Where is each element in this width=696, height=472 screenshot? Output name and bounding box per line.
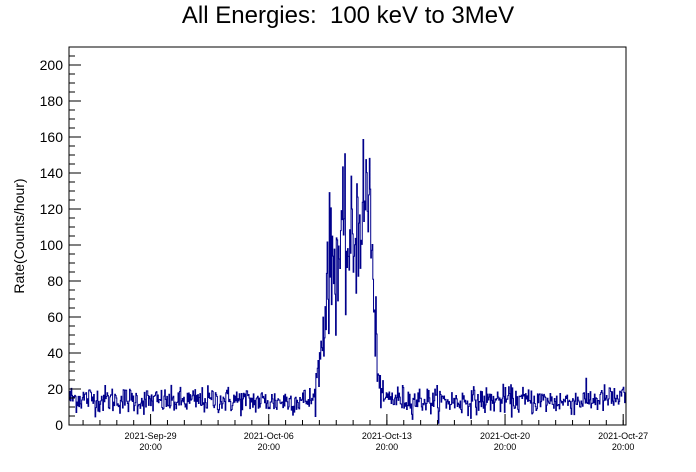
- y-tick-label: 140: [40, 165, 64, 181]
- y-axis: 0 20 40 60 80 100 120 140 160 180 200: [40, 46, 81, 433]
- x-tick-date-label: 2021-Oct-20: [480, 431, 530, 441]
- x-tick-time-label: 20:00: [494, 442, 517, 452]
- y-tick-label: 100: [40, 237, 64, 253]
- x-tick-date-label: 2021-Oct-27: [598, 431, 648, 441]
- x-tick-time-label: 20:00: [376, 442, 399, 452]
- series-line: [69, 138, 626, 424]
- x-tick-date-label: 2021-Oct-13: [362, 431, 412, 441]
- y-tick-label: 120: [40, 201, 64, 217]
- x-tick-date-label: 2021-Oct-06: [244, 431, 294, 441]
- x-tick-date-label: 2021-Sep-29: [125, 431, 177, 441]
- y-tick-label: 60: [47, 309, 63, 325]
- x-tick-time-label: 20:00: [139, 442, 162, 452]
- y-tick-label: 20: [47, 381, 63, 397]
- y-tick-label: 80: [47, 273, 63, 289]
- y-tick-label: 160: [40, 129, 64, 145]
- y-tick-label: 40: [47, 345, 63, 361]
- x-tick-time-label: 20:00: [257, 442, 280, 452]
- y-tick-label: 180: [40, 93, 64, 109]
- y-tick-label: 0: [55, 417, 63, 433]
- x-tick-time-label: 20:00: [612, 442, 635, 452]
- x-axis: 2021-Sep-2920:002021-Oct-0620:002021-Oct…: [82, 414, 648, 452]
- y-axis-title: Rate(Counts/hour): [11, 178, 27, 293]
- plot-frame: [68, 46, 627, 426]
- data-layer: [69, 138, 626, 424]
- chart-title: All Energies: 100 keV to 3MeV: [181, 2, 515, 29]
- y-tick-label: 200: [40, 57, 64, 73]
